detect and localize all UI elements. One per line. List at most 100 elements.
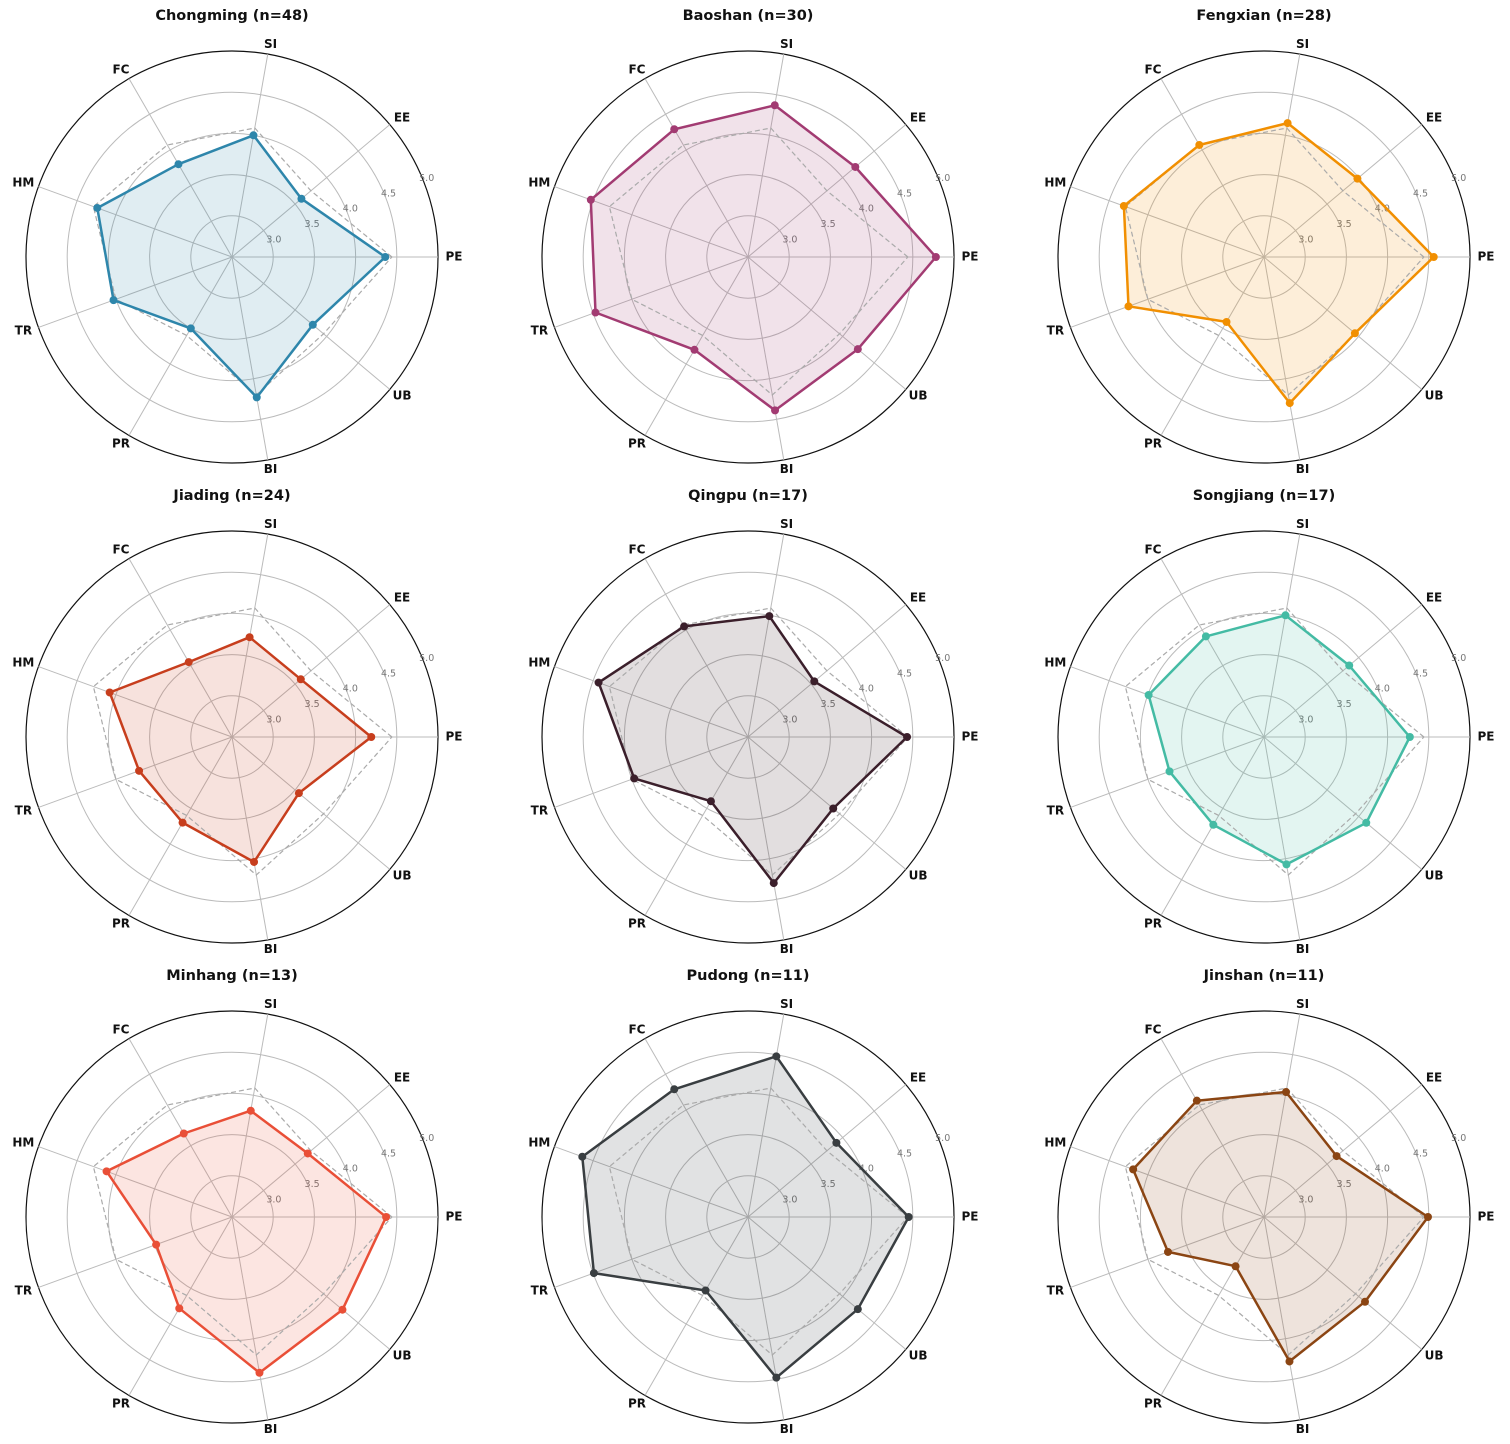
radar-point bbox=[772, 1052, 781, 1061]
category-label: TR bbox=[531, 1283, 548, 1297]
category-label: PR bbox=[628, 1397, 646, 1411]
category-label: HM bbox=[1044, 176, 1066, 190]
category-label: TR bbox=[1047, 803, 1064, 817]
category-label: FC bbox=[112, 1022, 129, 1036]
reference-line bbox=[92, 127, 393, 396]
axis-spoke bbox=[554, 736, 749, 808]
axis-spoke bbox=[747, 1216, 785, 1420]
radar-area bbox=[97, 135, 386, 398]
category-label: PE bbox=[1478, 1210, 1495, 1224]
axis-spoke bbox=[231, 1216, 391, 1350]
category-label: BI bbox=[1296, 942, 1310, 956]
radial-tick-label: 4.5 bbox=[1413, 188, 1428, 199]
radar-point bbox=[1119, 201, 1128, 210]
chart-title: Jiading (n=24) bbox=[172, 488, 290, 504]
category-label: FC bbox=[1144, 62, 1161, 76]
radial-tick-label: 4.0 bbox=[1375, 1164, 1390, 1175]
category-label: HM bbox=[12, 176, 34, 190]
axis-spoke bbox=[554, 186, 749, 258]
radial-tick-label: 3.0 bbox=[266, 1195, 281, 1206]
axis-spoke bbox=[38, 736, 233, 808]
radar-point bbox=[770, 101, 779, 110]
radial-tick-label: 4.5 bbox=[381, 1148, 396, 1159]
radar-line bbox=[108, 635, 373, 864]
category-label: TR bbox=[15, 1283, 32, 1297]
axis-spoke bbox=[231, 54, 269, 258]
radar-point bbox=[255, 1368, 264, 1377]
radar-point bbox=[178, 818, 187, 827]
axis-spoke bbox=[747, 534, 785, 738]
radial-tick-label: 5.0 bbox=[935, 1133, 950, 1144]
radial-tick-label: 4.0 bbox=[859, 684, 874, 695]
axis-spoke bbox=[231, 1014, 269, 1218]
axis-spoke bbox=[1160, 1038, 1265, 1218]
radar-point bbox=[589, 1269, 598, 1278]
category-label: BI bbox=[264, 942, 278, 956]
radar-point bbox=[1285, 1357, 1294, 1366]
axis-spoke bbox=[1160, 1216, 1265, 1396]
category-label: PE bbox=[446, 730, 463, 744]
radar-point bbox=[771, 406, 780, 415]
radial-tick-label: 3.0 bbox=[1298, 235, 1313, 246]
radar-point bbox=[1283, 119, 1292, 128]
axis-spoke bbox=[128, 256, 233, 436]
axis-spoke bbox=[644, 736, 749, 916]
radar-point bbox=[297, 194, 306, 203]
radial-tick-label: 3.0 bbox=[782, 715, 797, 726]
category-label: TR bbox=[531, 323, 548, 337]
axis-spoke bbox=[747, 736, 907, 870]
category-label: TR bbox=[1047, 323, 1064, 337]
axis-spoke bbox=[1070, 256, 1265, 328]
radar-point bbox=[591, 308, 600, 317]
category-label: UB bbox=[1425, 388, 1444, 402]
axis-spoke bbox=[1070, 1146, 1265, 1218]
category-label: PE bbox=[962, 1210, 979, 1224]
radar-point bbox=[1360, 1297, 1369, 1306]
radar-point bbox=[690, 345, 699, 354]
axis-spoke bbox=[128, 736, 233, 916]
reference-line bbox=[92, 1087, 393, 1356]
radial-tick-label: 4.5 bbox=[897, 1148, 912, 1159]
radar-point bbox=[706, 797, 715, 806]
category-label: TR bbox=[1047, 1283, 1064, 1297]
category-label: PE bbox=[446, 1210, 463, 1224]
category-label: PR bbox=[112, 917, 130, 931]
chart-title: Songjiang (n=17) bbox=[1193, 488, 1336, 504]
category-label: EE bbox=[394, 1071, 410, 1085]
axis-spoke bbox=[1263, 54, 1301, 258]
reference-line bbox=[608, 607, 909, 876]
radial-tick-label: 5.0 bbox=[419, 1133, 434, 1144]
radial-tick-label: 3.5 bbox=[1337, 219, 1352, 230]
radar-line bbox=[589, 104, 938, 412]
radar-area bbox=[109, 637, 372, 862]
category-label: HM bbox=[528, 1136, 550, 1150]
axis-spoke bbox=[1263, 256, 1423, 390]
radar-point bbox=[152, 1240, 161, 1249]
category-label: FC bbox=[628, 1022, 645, 1036]
category-label: BI bbox=[780, 942, 794, 956]
radar-point bbox=[670, 1085, 679, 1094]
category-label: FC bbox=[628, 542, 645, 556]
category-label: HM bbox=[1044, 656, 1066, 670]
category-label: SI bbox=[264, 517, 277, 531]
radar-chart: Chongming (n=48) PE EE SI FC HM TR PR BI UB 3.0 3.5… bbox=[12, 8, 462, 476]
category-label: TR bbox=[15, 323, 32, 337]
category-label: BI bbox=[780, 462, 794, 476]
chart-title: Pudong (n=11) bbox=[687, 968, 810, 984]
radar-point bbox=[1129, 1165, 1138, 1174]
radar-point bbox=[175, 1304, 184, 1313]
category-label: HM bbox=[12, 1136, 34, 1150]
category-label: EE bbox=[1426, 111, 1442, 125]
axis-spoke bbox=[554, 1146, 749, 1218]
category-label: BI bbox=[780, 1422, 794, 1436]
radial-tick-label: 3.5 bbox=[305, 219, 320, 230]
category-label: UB bbox=[393, 388, 412, 402]
category-label: BI bbox=[1296, 462, 1310, 476]
radial-tick-label: 3.5 bbox=[305, 1179, 320, 1190]
category-label: SI bbox=[1296, 37, 1309, 51]
axis-spoke bbox=[1160, 78, 1265, 258]
category-label: PR bbox=[628, 917, 646, 931]
axis-spoke bbox=[1263, 1216, 1301, 1420]
axis-spoke bbox=[644, 1216, 749, 1396]
radar-point bbox=[931, 253, 940, 261]
